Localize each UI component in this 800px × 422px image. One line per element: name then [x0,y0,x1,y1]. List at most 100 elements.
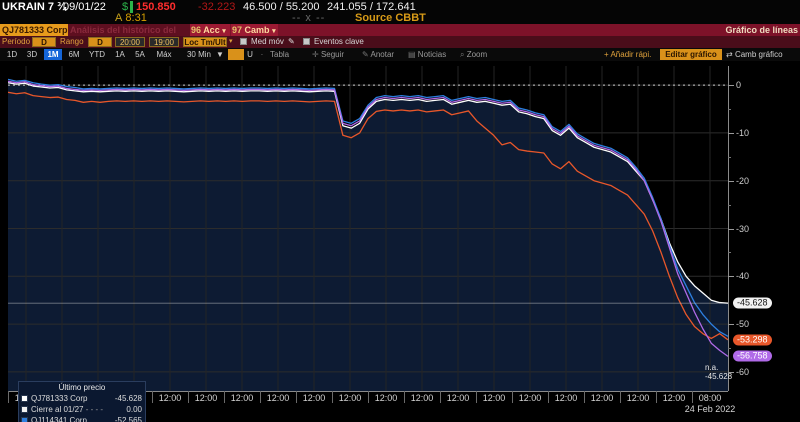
x-axis-tick [476,391,477,403]
price-tag: -53.298 [733,334,772,346]
x-axis-label: 12:00 [194,393,218,403]
rango-label: Rango [60,37,84,46]
y-axis-minor-tick [728,156,731,158]
seguir-tool[interactable]: ✛ Seguir [312,49,344,60]
events-checkbox[interactable] [303,38,310,45]
x-axis-tick [692,391,693,403]
pencil-icon[interactable]: ✎ [288,37,295,46]
y-axis: 0 -10 -20 -30 -40 -50 -60 -45.628 -53.298 -56.758 [728,66,800,391]
noticias-tool[interactable]: ▤ Noticias [408,49,446,60]
chart-series-layer [8,66,728,391]
rango-from-input[interactable]: D [88,37,112,47]
movavg-label: Med móv [251,37,284,46]
y-axis-label: -50 [736,319,750,330]
legend-row[interactable]: Cierre al 01/27 - - - - 0.00 [19,404,145,415]
acciones-menu[interactable]: 96 Acc ▾ [190,24,230,36]
movavg-checkbox[interactable] [240,38,247,45]
plot-canvas[interactable] [8,66,728,391]
chevron-down-icon: ▾ [272,28,276,35]
session-select[interactable]: Loc Tm/Ult [183,37,227,47]
command-bar-background [278,24,800,36]
x-axis-label: 12:00 [338,393,362,403]
chevron-down-icon[interactable]: ▾ [229,38,233,45]
bid-ask: 46.500 / 55.200 [243,1,320,13]
unit-label[interactable]: U [247,50,253,59]
timeframe-6m[interactable]: 6M [68,50,80,59]
legend-color-swatch [21,406,28,413]
edit-chart-button[interactable]: Editar gráfico [660,49,722,60]
x-axis-tick [188,391,189,403]
y-axis-label: 0 [736,80,742,91]
y-axis-tick [728,180,734,182]
plus-icon: + [604,50,609,59]
x-axis-label: 08:00 [698,393,722,403]
x-axis-label: 12:00 [266,393,290,403]
y-axis-minor-tick [728,109,731,110]
y-axis-label: -30 [736,223,750,234]
y-axis-label: -10 [736,127,750,138]
news-icon: ▤ [408,50,416,59]
legend-series-value: -52.565 [114,416,142,422]
x-axis-label: 12:00 [518,393,542,403]
timeframe-1m[interactable]: 1M [44,49,62,60]
anotar-tool[interactable]: ✎ Anotar [362,49,394,60]
y-axis-label: -20 [736,175,750,186]
x-axis-label: 12:00 [482,393,506,403]
y-axis-tick [728,324,734,326]
ask-time: A 8:31 [115,12,147,24]
x-axis-label: 12:00 [662,393,686,403]
legend-series-name: QJ114341 Corp [31,416,87,422]
cambiar-menu[interactable]: 97 Camb ▾ [231,24,278,36]
magnifier-icon: ⌕ [460,50,465,59]
swap-icon: ⇄ [726,50,733,59]
chart-switch-label: Camb gráfico [734,50,783,59]
chevron-down-icon[interactable]: ▼ [216,50,224,59]
page-title: Gráfico de líneas [725,25,798,35]
legend-row[interactable]: QJ781333 Corp -45.628 [19,393,145,404]
acciones-label: Acc [203,25,220,35]
na-value: -45.628 [705,372,733,381]
timeframe-max[interactable]: Máx [156,50,172,59]
crosshair-icon: ✛ [312,50,319,59]
price-source: Source CBBT [355,12,426,24]
legend-row[interactable]: QJ114341 Corp -52.565 [19,415,145,422]
chart-switch-button[interactable]: ⇄ Camb gráfico [726,49,783,60]
time-from-input[interactable]: 20:00 [115,37,145,47]
legend-color-swatch [21,395,28,402]
x-axis-label: 12:00 [302,393,326,403]
legend-dash-sample: - - - - [83,405,104,414]
x-axis-label: 12:00 [230,393,254,403]
time-to-input[interactable]: 19:00 [149,37,179,47]
timeframe-ytd[interactable]: YTD [89,50,105,59]
unit-pill[interactable] [228,49,244,60]
timeframe-5a[interactable]: 5A [135,50,145,59]
bottom-strip [0,414,800,422]
x-axis-label: 12:00 [626,393,650,403]
price-change: -32.223 [198,1,236,13]
security-ticker: UKRAIN 7 ¾ [2,1,67,13]
add-quick-label: Añadir rápi. [610,50,652,59]
timeframe-3d[interactable]: 3D [26,50,38,59]
x-axis-label: 12:00 [158,393,182,403]
security-header: UKRAIN 7 ¾ 09/01/22 $ 150.850 -32.223 46… [0,0,800,24]
x-axis-label: 12:00 [410,393,434,403]
price-tag: -45.628 [733,297,772,309]
x-axis-tick [368,391,369,403]
pencil-icon: ✎ [362,50,369,59]
x-axis-tick [260,391,261,403]
y-axis-tick [728,228,734,230]
legend-title: Último precio [58,383,106,392]
interval-select[interactable]: 30 Min [186,50,211,59]
x-axis-tick [152,391,153,403]
add-quick-button[interactable]: + Añadir rápi. [604,49,651,60]
periodo-input[interactable]: D [32,37,56,47]
y-axis-minor-tick [728,204,731,206]
na-label: n.a. [705,363,719,372]
tabla-button[interactable]: Tabla [270,50,290,59]
zoom-tool[interactable]: ⌕ Zoom [460,49,487,60]
x-axis-tick [296,391,297,403]
timeframe-1d[interactable]: 1D [6,50,18,59]
timeframe-1a[interactable]: 1A [115,50,125,59]
security-field[interactable]: QJ781333 Corp [0,24,68,36]
chart-legend[interactable]: Último precio QJ781333 Corp -45.628 Cierre… [18,381,146,422]
